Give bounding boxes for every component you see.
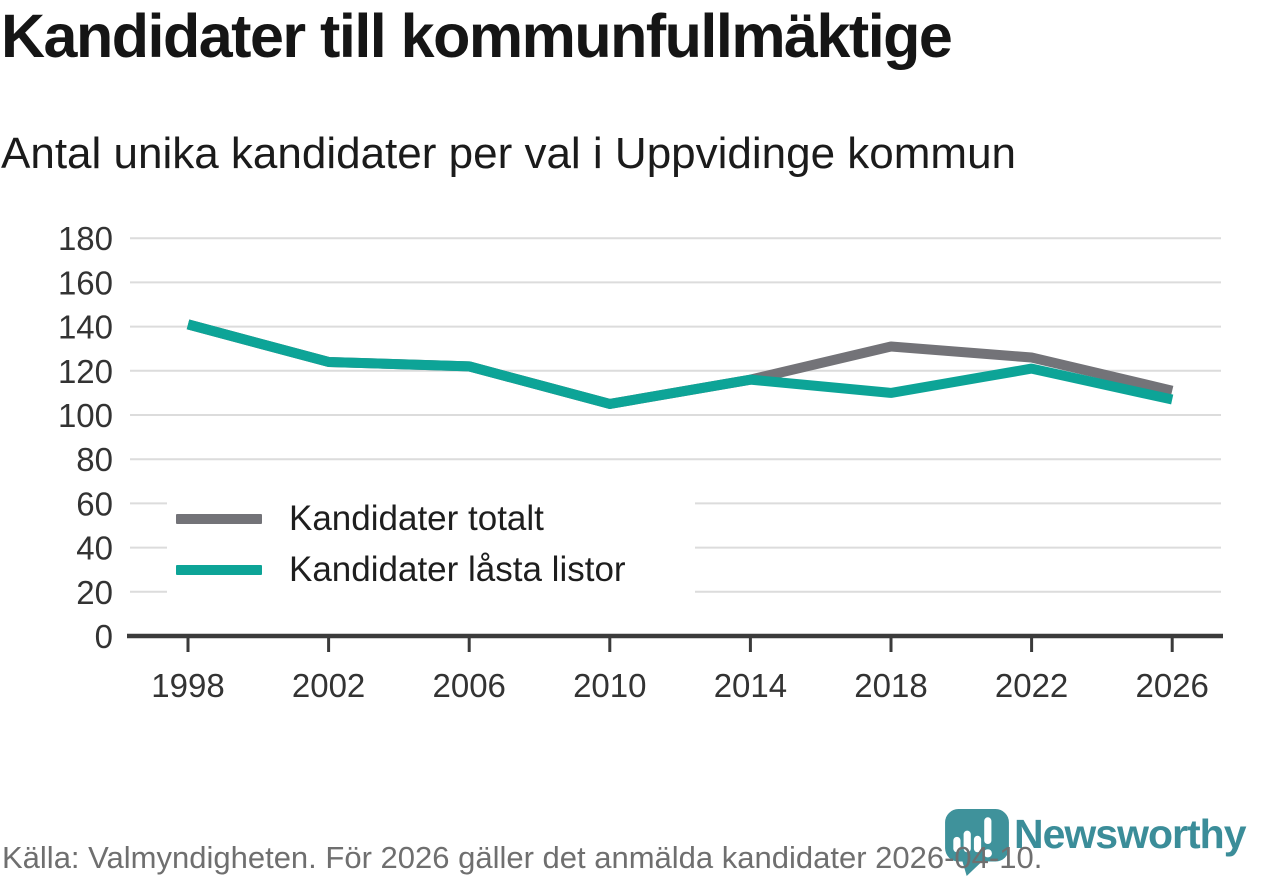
svg-text:2010: 2010 xyxy=(573,667,646,704)
svg-text:2006: 2006 xyxy=(432,667,505,704)
svg-text:100: 100 xyxy=(58,397,113,434)
svg-text:0: 0 xyxy=(95,618,113,655)
chart-title: Kandidater till kommunfullmäktige xyxy=(1,2,953,70)
svg-text:2014: 2014 xyxy=(714,667,787,704)
svg-text:2022: 2022 xyxy=(995,667,1068,704)
svg-text:80: 80 xyxy=(76,441,113,478)
svg-text:20: 20 xyxy=(76,574,113,611)
svg-text:40: 40 xyxy=(76,530,113,567)
svg-text:140: 140 xyxy=(58,309,113,346)
svg-text:120: 120 xyxy=(58,353,113,390)
svg-text:2018: 2018 xyxy=(854,667,927,704)
newsworthy-logo: Newsworthy xyxy=(944,808,1246,877)
legend-item-kandidater-lasta-listor: Kandidater låsta listor xyxy=(167,550,695,590)
legend-label-lasta-listor: Kandidater låsta listor xyxy=(289,549,626,589)
source-note: Källa: Valmyndigheten. För 2026 gäller d… xyxy=(2,840,1043,875)
newsworthy-pin-barchart-icon xyxy=(945,809,1009,876)
legend-label-totalt: Kandidater totalt xyxy=(289,498,544,538)
svg-text:2026: 2026 xyxy=(1135,667,1208,704)
svg-text:2002: 2002 xyxy=(292,667,365,704)
svg-text:60: 60 xyxy=(76,485,113,522)
svg-text:1998: 1998 xyxy=(151,667,224,704)
legend-swatch-lasta-listor xyxy=(176,564,262,575)
newsworthy-logo-text: Newsworthy xyxy=(1014,811,1246,857)
svg-text:160: 160 xyxy=(58,264,113,301)
legend-swatch-totalt xyxy=(176,513,262,524)
legend-item-kandidater-totalt: Kandidater totalt xyxy=(167,499,695,539)
chart-legend: Kandidater totalt Kandidater låsta listo… xyxy=(167,491,695,597)
svg-text:180: 180 xyxy=(58,220,113,257)
chart-subtitle: Antal unika kandidater per val i Uppvidi… xyxy=(1,129,1017,178)
